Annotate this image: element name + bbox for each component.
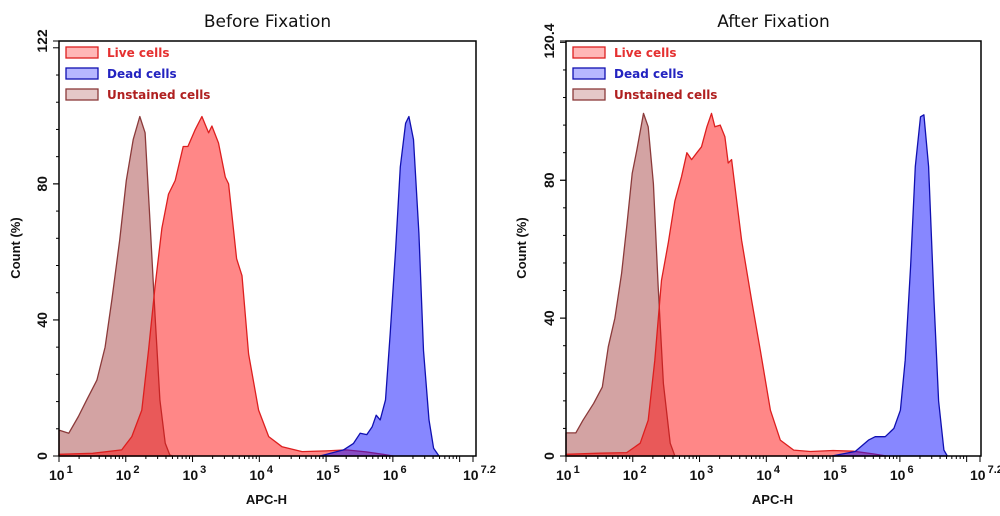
legend-item: Unstained cells [572,88,717,102]
series-area-dead-cells [831,114,948,457]
x-tick-exponent: 3 [200,464,206,476]
x-tick-exponent: 5 [841,464,847,476]
x-tick-exponent: 2 [640,464,646,476]
x-tick-base: 10 [116,467,132,483]
x-tick-label: 10 3 [183,464,207,483]
y-axis-label: Count (%) [8,217,23,278]
x-tick-base: 10 [316,467,332,483]
y-tick-label: 0 [34,452,50,460]
y-tick-label: 0 [541,452,557,460]
chart-title: Before Fixation [204,12,331,32]
y-tick-label: 122 [34,29,50,53]
x-tick-base: 10 [556,467,572,483]
x-tick-label: 10 6 [890,464,914,483]
x-tick-exponent: 5 [334,464,340,476]
legend-label: Unstained cells [107,88,210,102]
x-tick-exponent: 6 [400,464,406,476]
x-tick-exponent: 6 [907,464,913,476]
legend-swatch [65,88,99,101]
y-tick-label: 120.4 [541,23,557,58]
legend-item: Dead cells [572,67,684,81]
x-tick-exponent: 2 [133,464,139,476]
x-tick-exponent: 3 [707,464,713,476]
x-tick-label: 10 4 [756,464,781,483]
plot-frame [58,40,477,457]
x-tick-exponent: 1 [574,464,580,476]
x-tick-exponent: 1 [67,464,73,476]
legend-item: Live cells [65,46,170,60]
series-area-dead-cells [319,115,440,457]
y-tick-label: 40 [541,310,557,326]
y-axis-label: Count (%) [514,217,529,278]
x-tick-base: 10 [383,467,399,483]
x-tick-base: 10 [756,467,772,483]
legend-label: Dead cells [107,67,177,81]
x-tick-base: 10 [970,467,986,483]
legend: Live cells Dead cells Unstained cells [65,46,210,102]
x-tick-label: 10 7.2 [970,464,1000,483]
x-tick-label: 10 5 [316,464,340,483]
x-tick-exponent: 4 [267,464,274,476]
x-tick-label: 10 1 [49,464,73,483]
x-tick-label: 10 7.2 [463,464,496,483]
x-tick-label: 10 2 [623,464,647,483]
x-tick-base: 10 [623,467,639,483]
x-tick-exponent: 4 [774,464,781,476]
legend-swatch [65,46,99,59]
y-tick-label: 80 [541,172,557,188]
x-tick-base: 10 [823,467,839,483]
legend-swatch [572,88,606,101]
x-axis-label: APC-H [752,492,793,507]
x-tick-base: 10 [249,467,265,483]
x-tick-base: 10 [690,467,706,483]
y-tick-label: 40 [34,312,50,328]
legend-label: Live cells [107,46,170,60]
y-tick-label: 80 [34,176,50,192]
x-tick-label: 10 6 [383,464,407,483]
series-area-live-cells [565,112,888,457]
legend-item: Dead cells [65,67,177,81]
legend: Live cells Dead cells Unstained cells [572,46,717,102]
x-tick-label: 10 2 [116,464,140,483]
legend-swatch [572,46,606,59]
x-axis-label: APC-H [246,492,287,507]
legend-item: Unstained cells [65,88,210,102]
x-tick-base: 10 [49,467,65,483]
legend-swatch [65,67,99,80]
legend-item: Live cells [572,46,677,60]
legend-label: Live cells [614,46,677,60]
legend-swatch [572,67,606,80]
legend-label: Dead cells [614,67,684,81]
x-tick-exponent: 7.2 [481,464,496,476]
x-tick-label: 10 4 [249,464,274,483]
x-tick-exponent: 7.2 [988,464,1000,476]
legend-label: Unstained cells [614,88,717,102]
x-tick-base: 10 [183,467,199,483]
x-tick-label: 10 3 [690,464,714,483]
x-tick-label: 10 1 [556,464,580,483]
series-area-live-cells [58,115,394,457]
plot-frame [565,40,982,457]
x-tick-base: 10 [890,467,906,483]
x-tick-base: 10 [463,467,479,483]
x-tick-label: 10 5 [823,464,847,483]
chart-title: After Fixation [717,12,830,32]
